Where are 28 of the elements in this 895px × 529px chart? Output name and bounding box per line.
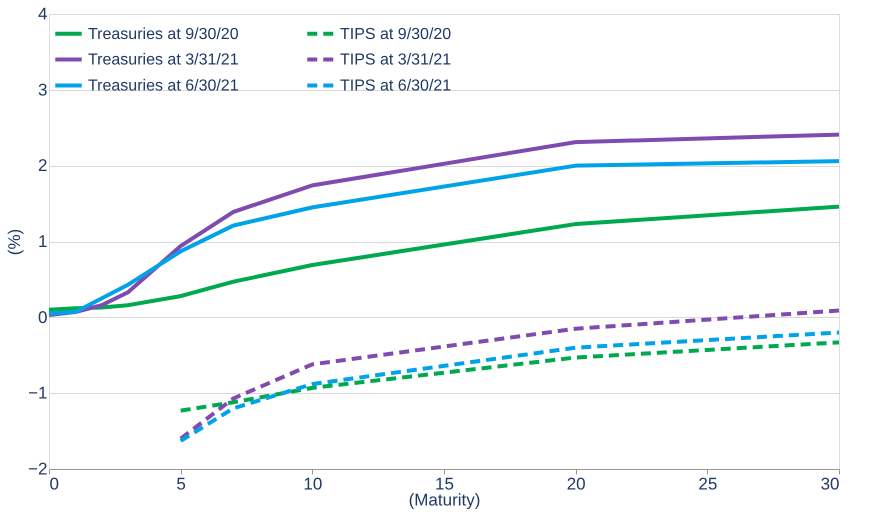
legend-label: TIPS at 9/30/20 <box>340 26 452 43</box>
x-tick-label: 0 <box>50 474 59 494</box>
x-tick-label: 15 <box>435 474 454 494</box>
line-series <box>178 340 841 413</box>
y-tick-label: 0 <box>38 308 48 327</box>
y-tick-label: 2 <box>38 156 48 176</box>
x-tick-label: 30 <box>820 474 840 494</box>
y-tick-label: −2 <box>28 460 48 478</box>
y-axis-title: (%) <box>5 228 24 256</box>
legend-label: Treasuries at 3/31/21 <box>88 52 239 68</box>
x-tick-label: 5 <box>176 474 186 494</box>
x-tick-label: 25 <box>698 474 718 494</box>
x-tick-label: 10 <box>303 474 322 494</box>
line-series <box>47 159 841 316</box>
legend-label: Treasuries at 9/30/20 <box>88 26 239 43</box>
legend-label: TIPS at 3/31/21 <box>340 52 452 68</box>
legend-label: Treasuries at 6/30/21 <box>88 78 239 94</box>
y-tick-label: 1 <box>38 232 48 251</box>
y-tick-label: 4 <box>38 4 48 24</box>
line-series <box>178 330 841 443</box>
x-tick-label: 20 <box>566 474 586 494</box>
y-tick-label: −1 <box>28 384 48 403</box>
line-series <box>178 308 841 441</box>
line-series <box>47 132 841 318</box>
y-tick-label: 3 <box>38 80 48 100</box>
x-axis-title: (Maturity) <box>408 490 480 510</box>
line-series <box>47 204 841 312</box>
legend-label: TIPS at 6/30/21 <box>340 78 452 94</box>
